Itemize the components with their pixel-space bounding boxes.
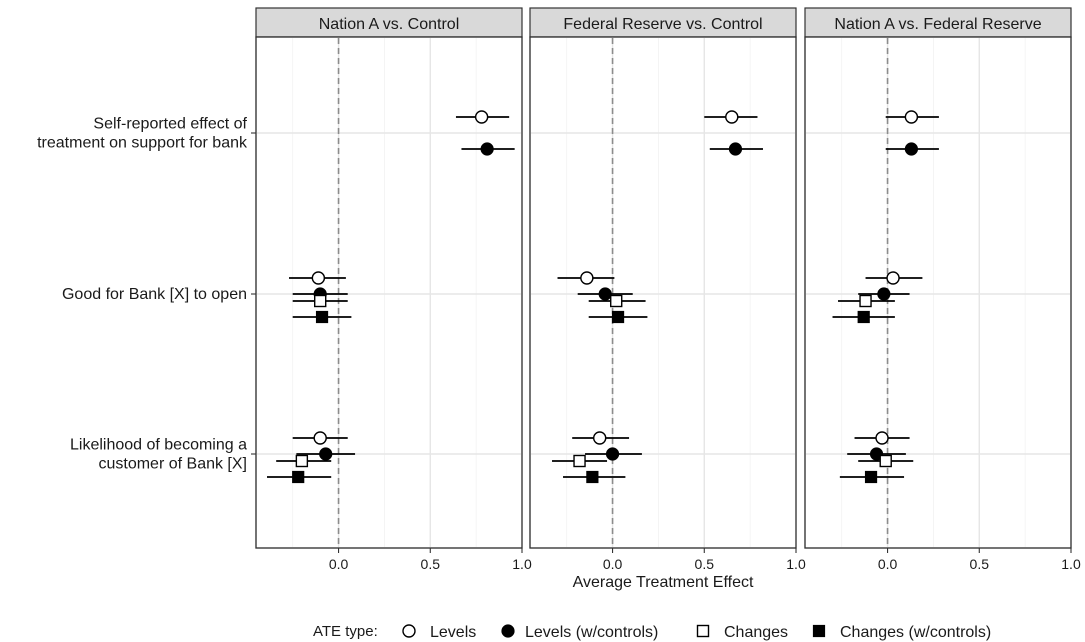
- facet-title: Nation A vs. Control: [319, 16, 460, 33]
- point-customer-changes_ctrl: [586, 470, 599, 484]
- y-tick-label-support-2: treatment on support for bank: [37, 135, 248, 152]
- legend-label-changes_ctrl: Changes (w/controls): [840, 624, 991, 641]
- point-support-levels: [725, 110, 739, 124]
- point-customer-changes_ctrl: [292, 470, 305, 484]
- point-open-levels: [580, 271, 594, 285]
- facet-strip: [255, 7, 523, 38]
- point-open-levels_ctrl: [877, 287, 891, 301]
- legend-key-levels_ctrl: [501, 624, 515, 638]
- point-open-changes_ctrl: [857, 310, 870, 324]
- point-open-changes: [859, 294, 872, 308]
- x-tick-label: 0.5: [421, 556, 441, 572]
- facet-strip: [804, 7, 1072, 38]
- x-tick-label: 0.0: [878, 556, 898, 572]
- panel-border: [804, 36, 1072, 549]
- x-tick-label: 1.0: [1061, 556, 1081, 572]
- facet-title: Federal Reserve vs. Control: [563, 16, 762, 33]
- y-tick-label-customer-1: Likelihood of becoming a: [70, 437, 247, 454]
- x-tick-label: 0.5: [970, 556, 990, 572]
- point-support-levels: [474, 110, 489, 124]
- y-tick-label-support-1: Self-reported effect of: [93, 116, 247, 133]
- facet-panel-2: Federal Reserve vs. Control 0.0 0.5 1.0: [529, 7, 806, 572]
- x-tick-label: 1.0: [786, 556, 806, 572]
- facet-title: Nation A vs. Federal Reserve: [834, 16, 1041, 33]
- x-tick-label: 0.0: [329, 556, 349, 572]
- point-support-levels_ctrl: [904, 142, 919, 156]
- point-support-levels_ctrl: [480, 142, 494, 156]
- x-tick-label: 1.0: [512, 556, 532, 572]
- point-open-levels_ctrl: [598, 287, 612, 301]
- point-customer-changes: [879, 454, 892, 468]
- point-customer-levels: [313, 431, 327, 445]
- point-customer-levels: [875, 431, 889, 445]
- point-support-levels_ctrl: [728, 142, 743, 156]
- point-open-changes_ctrl: [611, 310, 625, 324]
- y-tick-label-customer-2: customer of Bank [X]: [98, 456, 247, 473]
- y-axis: Self-reported effect of treatment on supp…: [37, 116, 256, 473]
- point-open-levels: [886, 271, 900, 285]
- x-tick-label: 0.5: [695, 556, 715, 572]
- legend: ATE type: Levels Levels (w/controls) Change…: [313, 623, 991, 641]
- legend-label-changes: Changes: [724, 624, 788, 641]
- panel-background: [529, 36, 797, 549]
- legend-key-levels: [402, 624, 416, 638]
- point-customer-changes: [573, 454, 586, 468]
- point-customer-changes_ctrl: [864, 470, 878, 484]
- panel-border: [529, 36, 797, 549]
- facet-strip: [529, 7, 797, 38]
- x-tick-label: 0.0: [603, 556, 623, 572]
- panel-border: [255, 36, 523, 549]
- facet-panel-3: Nation A vs. Federal Reserve 0.0 0.5 1.0: [804, 7, 1081, 572]
- point-support-levels: [904, 110, 919, 124]
- x-axis-title: Average Treatment Effect: [573, 574, 754, 591]
- y-tick-label-open-1: Good for Bank [X] to open: [62, 286, 247, 303]
- point-customer-levels_ctrl: [319, 447, 333, 461]
- legend-key-changes_ctrl: [812, 624, 826, 638]
- point-customer-levels_ctrl: [605, 447, 620, 461]
- point-open-changes_ctrl: [315, 310, 329, 324]
- point-customer-changes: [295, 454, 309, 468]
- facet-panel-1: Nation A vs. Control 0.0 0.5 1.0: [255, 7, 532, 572]
- legend-label-levels: Levels: [430, 624, 476, 641]
- point-customer-levels: [593, 431, 607, 445]
- panel-background: [804, 36, 1072, 549]
- legend-label-levels_ctrl: Levels (w/controls): [525, 624, 658, 641]
- legend-title: ATE type:: [313, 623, 378, 640]
- point-open-changes: [314, 294, 327, 308]
- point-open-changes: [610, 294, 623, 308]
- point-open-levels: [311, 271, 326, 285]
- legend-key-changes: [696, 624, 710, 638]
